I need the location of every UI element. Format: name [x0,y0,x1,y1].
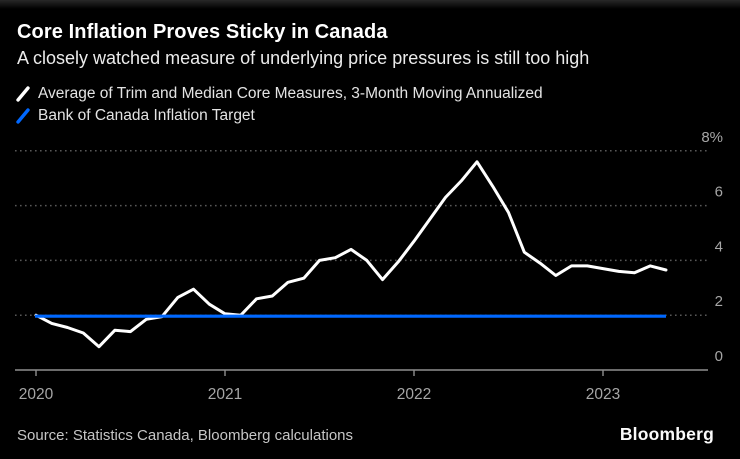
y-axis-label: 8% [701,129,723,146]
legend-label-inflation-target: Bank of Canada Inflation Target [38,106,255,124]
x-axis-label: 2022 [397,386,431,403]
x-axis-label: 2021 [208,386,242,403]
x-axis-label: 2020 [19,386,54,403]
chart-subtitle: A closely watched measure of underlying … [17,48,590,68]
top-edge-highlight [0,0,740,9]
bloomberg-logo: Bloomberg [619,424,714,444]
y-axis-label: 4 [715,238,723,255]
legend-item-core-measures: Average of Trim and Median Core Measures… [15,84,543,103]
core-measures-line [34,160,668,349]
legend-item-inflation-target: Bank of Canada Inflation Target [15,106,543,125]
legend: Average of Trim and Median Core Measures… [15,84,543,125]
blue-slash-icon [16,107,30,124]
y-axis-label: 0 [715,348,723,365]
chart-title: Core Inflation Proves Sticky in Canada [17,21,388,43]
legend-label-core-measures: Average of Trim and Median Core Measures… [38,84,543,102]
source-note: Source: Statistics Canada, Bloomberg cal… [17,427,354,444]
y-axis-label: 6 [715,184,723,201]
y-axis-label: 2 [715,293,723,310]
white-slash-icon [16,85,30,102]
x-axis-label: 2023 [586,386,620,403]
